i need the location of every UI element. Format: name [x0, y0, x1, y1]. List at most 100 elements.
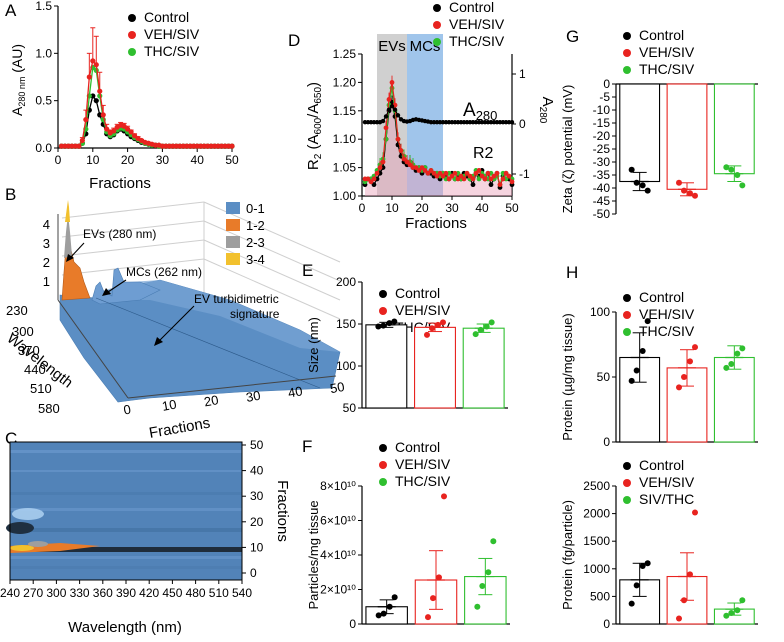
- panel-a-xlabel: Fractions: [89, 175, 151, 192]
- panel-d-r2-point: [395, 136, 401, 142]
- pE-point: [488, 319, 495, 326]
- pF-point: [485, 569, 492, 576]
- panel-d-a280-point: [383, 114, 389, 119]
- panel-d-r2-point: [461, 176, 467, 182]
- pH2-point: [734, 607, 741, 614]
- panel-d-r2-point: [452, 170, 458, 176]
- panel-a-axes: 0 10 20 30 40 50 0.0 0.5 1.0 1.5: [35, 0, 239, 167]
- panel-d-xtick-label: 0: [359, 201, 366, 215]
- pH2-point: [687, 571, 693, 578]
- panel-d-right-tick-label: -1: [519, 167, 530, 181]
- panel-d-region-label: MCs: [410, 38, 441, 55]
- panel-a-point: [128, 129, 134, 135]
- pH1-point: [728, 361, 735, 367]
- panel-a-point: [97, 88, 103, 94]
- panel-b-legend-label: 1-2: [246, 218, 265, 233]
- pF-ytick-label: 6×10¹⁰: [320, 514, 356, 528]
- pH2-point: [644, 560, 651, 567]
- legend-marker-3: [128, 48, 136, 56]
- pH2-point: [723, 612, 730, 619]
- pG-ytick-label: -45: [593, 194, 611, 208]
- legend-label-3: THC/SIV: [144, 43, 200, 59]
- panel-a-point: [100, 112, 106, 118]
- panel-c-dark-band: [10, 547, 242, 552]
- pF-point: [375, 612, 382, 619]
- panel-d-r2-point: [401, 156, 407, 162]
- panel-d-ylabel-right: A280: [537, 97, 556, 124]
- panel-d-label-r2: R2: [473, 145, 494, 162]
- pF-ytick-label: 8×10¹⁰: [320, 479, 356, 493]
- pG-bar-3: [713, 83, 755, 175]
- pE-bar-1: [365, 324, 408, 409]
- panel-d-r2-point: [497, 182, 503, 188]
- pH2-ylabel: Protein (fg/particle): [560, 500, 575, 610]
- legend-marker-2: [128, 31, 136, 39]
- legend-label-3: THC/SIV: [639, 61, 695, 77]
- panel-d-r2-point: [383, 125, 389, 131]
- legend-label-3: SIV/THC: [639, 491, 694, 507]
- panel-d-r2-point: [377, 165, 383, 171]
- panel-d-r2-point: [491, 173, 497, 179]
- pG-point: [723, 164, 730, 171]
- pG-point: [734, 172, 741, 178]
- panel-b-fraction-tick-label: 0: [122, 402, 132, 418]
- panel-b-annotation-evs: EVs (280 nm): [83, 227, 156, 241]
- panel-d-region-label: EVs: [378, 38, 406, 55]
- legend-marker-2: [623, 311, 631, 319]
- legend-label-2: VEH/SIV: [395, 302, 451, 318]
- panel-d-r2-point: [437, 170, 443, 176]
- panel-f-letter: F: [302, 437, 312, 456]
- legend-marker-3: [379, 478, 387, 486]
- panel-c-xtick-label: 270: [23, 586, 43, 600]
- panel-d-r2-point: [473, 170, 479, 176]
- panel-d-xlabel: Fractions: [405, 215, 467, 232]
- panel-d-r2-point: [470, 176, 476, 182]
- pG-point: [639, 182, 646, 189]
- panel-d-r2-point: [485, 170, 491, 176]
- pE-point: [429, 325, 435, 332]
- panel-c-ytick-label: 50: [250, 438, 264, 452]
- pH2-ytick-label: 0: [603, 617, 610, 631]
- panel-b-fraction-tick-label: 10: [161, 397, 178, 414]
- panel-b-ztick-label: 4: [43, 217, 50, 232]
- legend-marker-3: [623, 328, 631, 336]
- panel-d-ytick-label: 1.00: [333, 189, 357, 203]
- panel-b-legend-label: 3-4: [246, 252, 265, 267]
- pH1-point: [628, 377, 635, 384]
- pH2-ytick-label: 2500: [583, 479, 610, 493]
- pG-bar-1: [619, 83, 661, 183]
- pE-point: [386, 320, 393, 327]
- panel-a-letter: A: [5, 1, 17, 20]
- pH1-point: [633, 367, 640, 374]
- pH1-point: [639, 348, 646, 354]
- pE-point: [440, 319, 446, 326]
- panel-d-ytick-label: 1.20: [333, 75, 357, 89]
- panel-d-r2-point: [431, 170, 437, 176]
- panel-b-legend: 0-1 1-2 2-3 3-4: [226, 201, 265, 267]
- panel-d-r2-point: [413, 165, 419, 171]
- panel-b-legend-swatch: [226, 236, 240, 248]
- panel-a-ytick-label: 0.5: [35, 94, 52, 108]
- legend-marker-3: [433, 38, 441, 46]
- panel-b-fraction-tick-label: 50: [329, 379, 346, 396]
- panel-d-xtick-label: 10: [385, 201, 399, 215]
- legend-marker-2: [623, 49, 631, 57]
- pG-ylabel: Zeta (ζ) potential (mV): [560, 85, 575, 214]
- panel-d-r2-point: [374, 170, 380, 176]
- panel-a-point: [121, 123, 127, 129]
- pH1-ytick-label: 100: [590, 305, 610, 319]
- pH1-point: [692, 344, 698, 351]
- panel-d-r2-point: [386, 97, 392, 102]
- panel-a-ylabel: A280 nm (AU): [9, 44, 27, 116]
- panel-h-letter: H: [566, 263, 578, 282]
- panel-d-r2-point: [443, 170, 449, 176]
- panel-d-r2-point: [500, 176, 506, 182]
- panel-d-xtick-label: 50: [505, 201, 519, 215]
- panel-c-xtick-label: 510: [209, 586, 229, 600]
- legend-marker-3: [623, 496, 631, 504]
